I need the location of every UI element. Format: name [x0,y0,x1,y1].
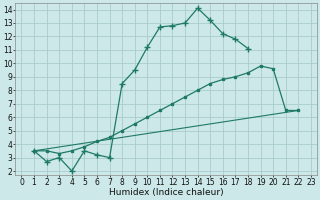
X-axis label: Humidex (Indice chaleur): Humidex (Indice chaleur) [109,188,223,197]
